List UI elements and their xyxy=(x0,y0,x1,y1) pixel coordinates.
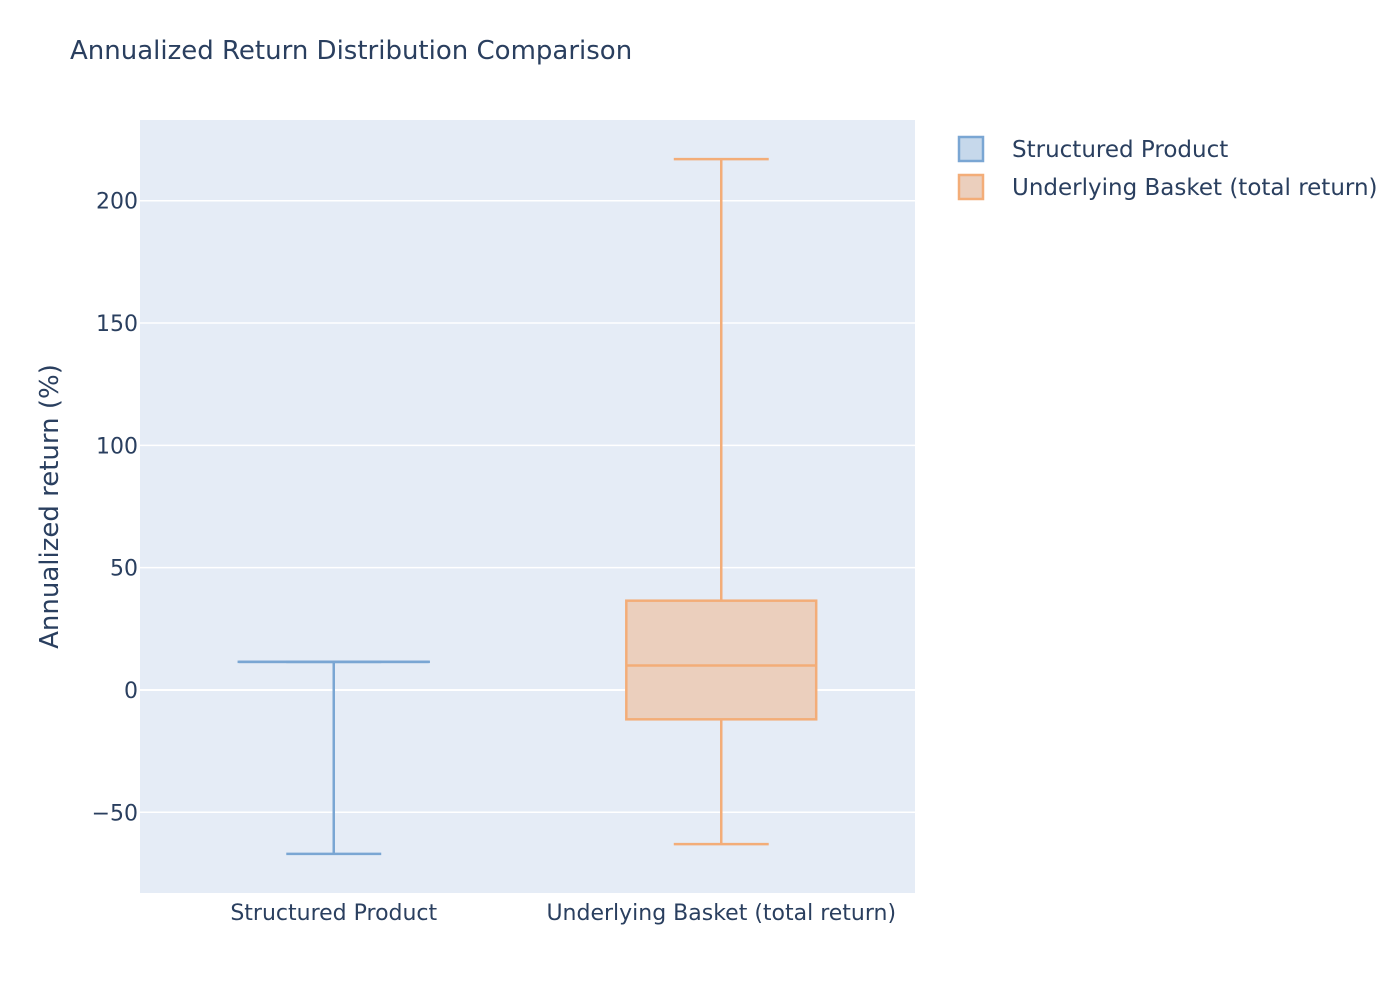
box-series xyxy=(625,157,818,846)
x-tick-label: Structured Product xyxy=(230,901,437,926)
x-axis-ticks: Structured Product Underlying Basket (tot… xyxy=(230,901,896,926)
legend-swatch xyxy=(957,173,985,201)
legend-item[interactable]: Structured Product xyxy=(957,135,1228,163)
y-axis-ticks: −50 0 50 100 150 200 xyxy=(92,190,138,827)
y-tick-label: 200 xyxy=(96,190,138,215)
legend-swatch xyxy=(957,135,985,163)
box-series-layer xyxy=(237,157,818,856)
box-iqr xyxy=(625,599,818,721)
y-tick-label: 50 xyxy=(110,557,138,582)
x-tick-label: Underlying Basket (total return) xyxy=(546,901,896,926)
legend[interactable]: Structured Product Underlying Basket (tot… xyxy=(957,135,1378,201)
grid-lines xyxy=(140,199,915,814)
box-series xyxy=(237,660,430,856)
legend-label: Underlying Basket (total return) xyxy=(1012,175,1378,201)
y-tick-label: 0 xyxy=(124,679,138,704)
y-tick-label: 100 xyxy=(96,434,138,459)
y-tick-label: 150 xyxy=(96,312,138,337)
y-axis-title: Annualized return (%) xyxy=(35,364,65,649)
legend-item[interactable]: Underlying Basket (total return) xyxy=(957,173,1378,201)
plot-area xyxy=(140,120,915,893)
y-tick-label: −50 xyxy=(92,801,138,826)
chart-title: Annualized Return Distribution Compariso… xyxy=(70,36,632,66)
legend-label: Structured Product xyxy=(1012,137,1228,163)
